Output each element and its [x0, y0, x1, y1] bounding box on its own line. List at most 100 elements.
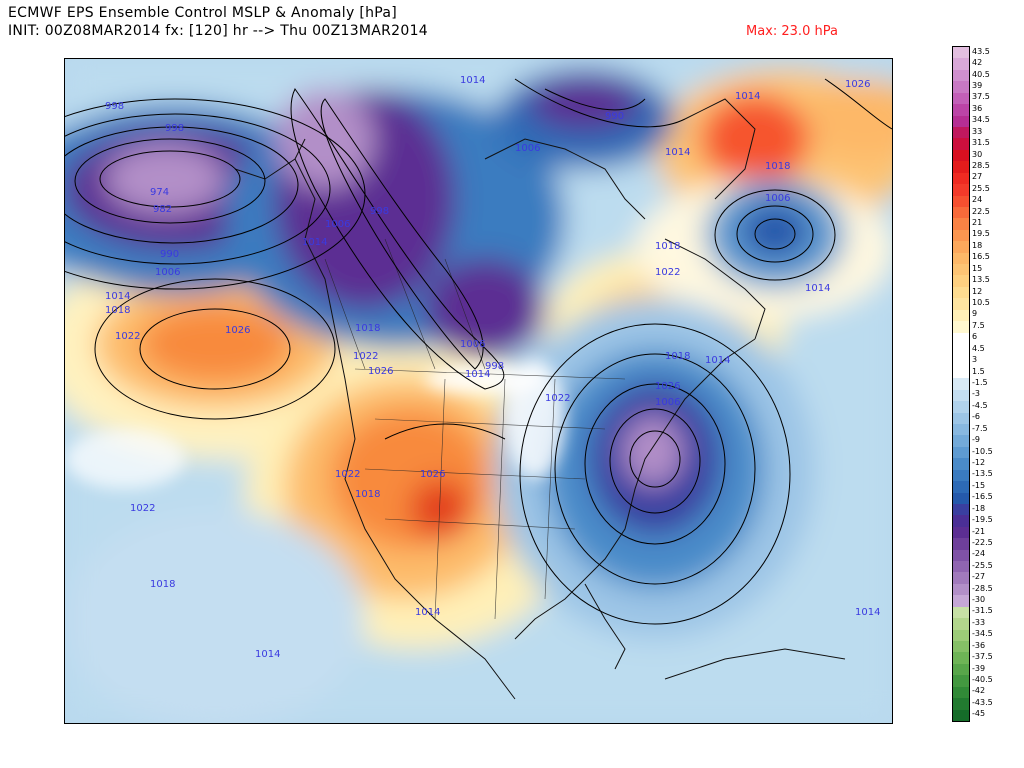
- isobar-label: 1014: [255, 649, 280, 660]
- isobar-label: 1006: [325, 219, 350, 230]
- colorbar-tick-label: -31.5: [972, 606, 993, 616]
- colorbar-swatch: [953, 503, 969, 516]
- colorbar: [952, 46, 970, 722]
- isobar-label: 1014: [415, 607, 440, 618]
- isobar-label: 1014: [465, 369, 490, 380]
- colorbar-tick-label: -34.5: [972, 629, 993, 639]
- colorbar-swatch: [953, 526, 969, 539]
- isobar-label: 1006: [655, 397, 680, 408]
- isobar-label: 998: [165, 123, 184, 134]
- colorbar-swatch: [953, 69, 969, 82]
- isobar-label: 1014: [855, 607, 880, 618]
- colorbar-tick-label: -37.5: [972, 652, 993, 662]
- colorbar-tick-label: -12: [972, 457, 986, 467]
- isobar-label: 1006: [155, 267, 180, 278]
- isobar-labels: 9981014998990974982990100610141018102210…: [105, 75, 880, 660]
- colorbar-swatch: [953, 652, 969, 665]
- colorbar-tick-label: -45: [972, 709, 986, 719]
- colorbar-tick-label: 33: [972, 126, 983, 136]
- colorbar-tick-label: -33: [972, 617, 986, 627]
- colorbar-swatch: [953, 81, 969, 94]
- colorbar-tick-label: 4.5: [972, 343, 985, 353]
- colorbar-swatch: [953, 663, 969, 676]
- colorbar-swatch: [953, 629, 969, 642]
- colorbar-tick-label: -30: [972, 595, 986, 605]
- isobar-label: 1014: [302, 237, 327, 248]
- chart-title: ECMWF EPS Ensemble Control MSLP & Anomal…: [8, 5, 398, 21]
- isobars: [65, 78, 892, 625]
- colorbar-swatch: [953, 275, 969, 288]
- colorbar-tick-label: 37.5: [972, 92, 990, 102]
- colorbar-swatch: [953, 309, 969, 322]
- colorbar-tick-label: -21: [972, 526, 986, 536]
- anomaly-whitebands: [65, 359, 565, 489]
- colorbar-tick-label: 16.5: [972, 252, 990, 262]
- isobar-label: 1022: [353, 351, 378, 362]
- colorbar-tick-label: 42: [972, 58, 983, 68]
- colorbar-tick-label: -43.5: [972, 697, 993, 707]
- colorbar-tick-label: -7.5: [972, 423, 988, 433]
- colorbar-swatch: [953, 549, 969, 562]
- colorbar-tick-label: -10.5: [972, 446, 993, 456]
- colorbar-swatch: [953, 698, 969, 711]
- colorbar-swatch: [953, 618, 969, 631]
- isobar-label: 1026: [655, 381, 680, 392]
- colorbar-tick-label: -18: [972, 503, 986, 513]
- colorbar-tick-label: 30: [972, 149, 983, 159]
- colorbar-tick-label: -19.5: [972, 515, 993, 525]
- colorbar-tick-label: 3: [972, 355, 978, 365]
- init-forecast-label: INIT: 00Z08MAR2014 fx: [120] hr --> Thu …: [8, 23, 429, 39]
- colorbar-swatch: [953, 389, 969, 402]
- colorbar-swatch: [953, 423, 969, 436]
- colorbar-tick-label: -40.5: [972, 675, 993, 685]
- colorbar-swatch: [953, 401, 969, 414]
- colorbar-swatch: [953, 458, 969, 471]
- colorbar-swatch: [953, 332, 969, 345]
- colorbar-swatch: [953, 572, 969, 585]
- colorbar-tick-label: 10.5: [972, 298, 990, 308]
- colorbar-tick-label: -9: [972, 435, 980, 445]
- colorbar-swatch: [953, 92, 969, 105]
- isobar-label: 990: [605, 111, 624, 122]
- colorbar-tick-label: -36: [972, 640, 986, 650]
- colorbar-swatch: [953, 161, 969, 174]
- colorbar-tick-label: 19.5: [972, 229, 990, 239]
- colorbar-tick-label: 31.5: [972, 138, 990, 148]
- isobar-label: 1022: [115, 331, 140, 342]
- colorbar-swatch: [953, 264, 969, 276]
- isobar-label: 1018: [655, 241, 680, 252]
- colorbar-tick-label: -42: [972, 686, 986, 696]
- colorbar-swatch: [953, 595, 969, 608]
- isobar-label: 1006: [460, 339, 485, 350]
- isobar-label: 1014: [705, 355, 730, 366]
- colorbar-swatch: [953, 58, 969, 71]
- colorbar-tick-label: 27: [972, 172, 983, 182]
- colorbar-tick-label: 43.5: [972, 46, 990, 56]
- isobar-label: 1026: [368, 366, 393, 377]
- colorbar-swatch: [953, 355, 969, 368]
- isobar-label: 1014: [735, 91, 760, 102]
- colorbar-tick-label: -24: [972, 549, 986, 559]
- colorbar-tick-label: -39: [972, 663, 986, 673]
- max-value-label: Max: 23.0 hPa: [746, 24, 838, 39]
- colorbar-swatch: [953, 412, 969, 425]
- colorbar-tick-label: 34.5: [972, 115, 990, 125]
- isobar-label: 1022: [655, 267, 680, 278]
- colorbar-swatch: [953, 195, 969, 208]
- colorbar-tick-label: 21: [972, 218, 983, 228]
- colorbar-tick-label: -4.5: [972, 400, 988, 410]
- colorbar-swatch: [953, 47, 969, 59]
- colorbar-tick-label: 1.5: [972, 366, 985, 376]
- isobar-label: 974: [150, 187, 169, 198]
- isobar-label: 1026: [845, 79, 870, 90]
- map-panel: 998 1014 998 990 974 982 990 1006 1014 1018 1022 10…: [64, 58, 893, 724]
- colorbar-swatch: [953, 435, 969, 448]
- colorbar-tick-label: -22.5: [972, 537, 993, 547]
- colorbar-tick-label: -28.5: [972, 583, 993, 593]
- isobar-label: 1018: [665, 351, 690, 362]
- isobar-label: 1018: [105, 305, 130, 316]
- colorbar-tick-label: -25.5: [972, 560, 993, 570]
- colorbar-swatch: [953, 469, 969, 482]
- colorbar-tick-label: 9: [972, 309, 978, 319]
- isobar-label: 1026: [225, 325, 250, 336]
